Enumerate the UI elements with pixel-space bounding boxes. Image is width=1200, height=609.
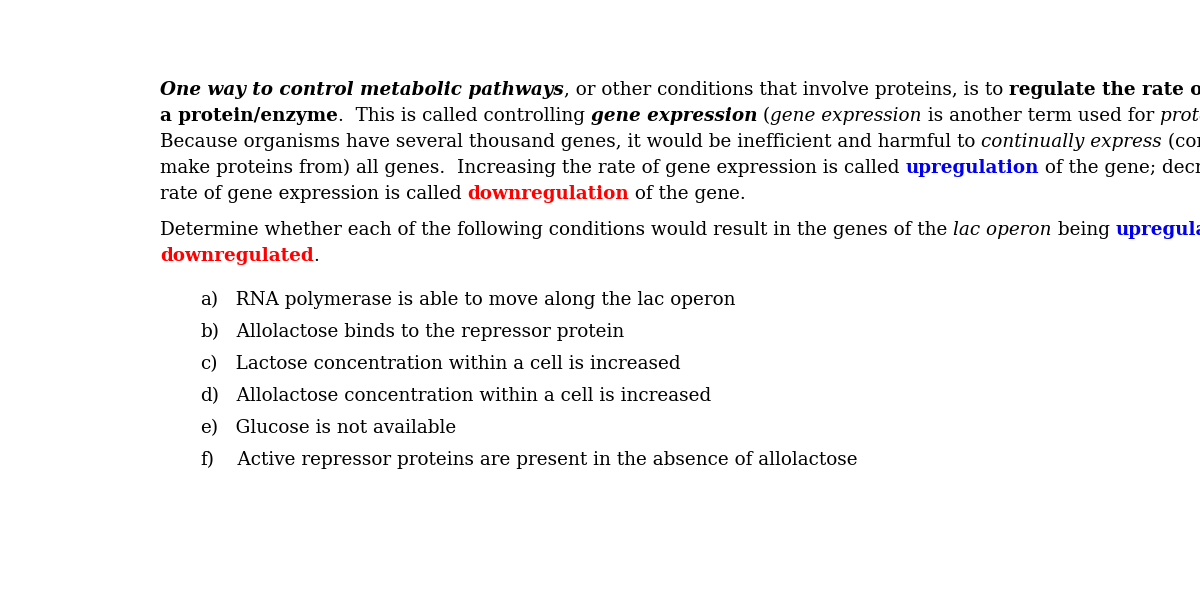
Text: Determine whether each of the following conditions would result in the genes of : Determine whether each of the following … [160, 221, 953, 239]
Text: (: ( [757, 107, 770, 125]
Text: being: being [1051, 221, 1116, 239]
Text: One way to control metabolic pathways: One way to control metabolic pathways [160, 81, 564, 99]
Text: Allolactose concentration within a cell is increased: Allolactose concentration within a cell … [220, 387, 712, 405]
Text: gene expression: gene expression [590, 107, 757, 125]
Text: f): f) [200, 451, 214, 469]
Text: lac operon: lac operon [953, 221, 1051, 239]
Text: downregulation: downregulation [468, 185, 629, 203]
Text: protein synthesis: protein synthesis [1160, 107, 1200, 125]
Text: e): e) [200, 419, 218, 437]
Text: regulate the rate of production of: regulate the rate of production of [1009, 81, 1200, 99]
Text: , or other conditions that involve proteins, is to: , or other conditions that involve prote… [564, 81, 1009, 99]
Text: Lactose concentration within a cell is increased: Lactose concentration within a cell is i… [217, 355, 680, 373]
Text: a protein/enzyme: a protein/enzyme [160, 107, 338, 125]
Text: of the gene.: of the gene. [629, 185, 746, 203]
Text: a): a) [200, 291, 218, 309]
Text: make proteins from) all genes.  Increasing the rate of gene expression is called: make proteins from) all genes. Increasin… [160, 159, 905, 177]
Text: rate of gene expression is called: rate of gene expression is called [160, 185, 468, 203]
Text: d): d) [200, 387, 220, 405]
Text: b): b) [200, 323, 220, 341]
Text: downregulated: downregulated [160, 247, 313, 265]
Text: Glucose is not available: Glucose is not available [218, 419, 456, 437]
Text: continually express: continually express [982, 133, 1162, 151]
Text: gene expression: gene expression [770, 107, 922, 125]
Text: Allolactose binds to the repressor protein: Allolactose binds to the repressor prote… [220, 323, 624, 341]
Text: is another term used for: is another term used for [922, 107, 1160, 125]
Text: .: . [313, 247, 319, 265]
Text: c): c) [200, 355, 217, 373]
Text: Because organisms have several thousand genes, it would be inefficient and harmf: Because organisms have several thousand … [160, 133, 982, 151]
Text: (continually: (continually [1162, 133, 1200, 151]
Text: .  This is called controlling: . This is called controlling [338, 107, 590, 125]
Text: Active repressor proteins are present in the absence of allolactose: Active repressor proteins are present in… [214, 451, 858, 469]
Text: of the gene; decreasing the: of the gene; decreasing the [1039, 159, 1200, 177]
Text: upregulated: upregulated [1116, 221, 1200, 239]
Text: upregulation: upregulation [905, 159, 1039, 177]
Text: RNA polymerase is able to move along the lac operon: RNA polymerase is able to move along the… [218, 291, 736, 309]
